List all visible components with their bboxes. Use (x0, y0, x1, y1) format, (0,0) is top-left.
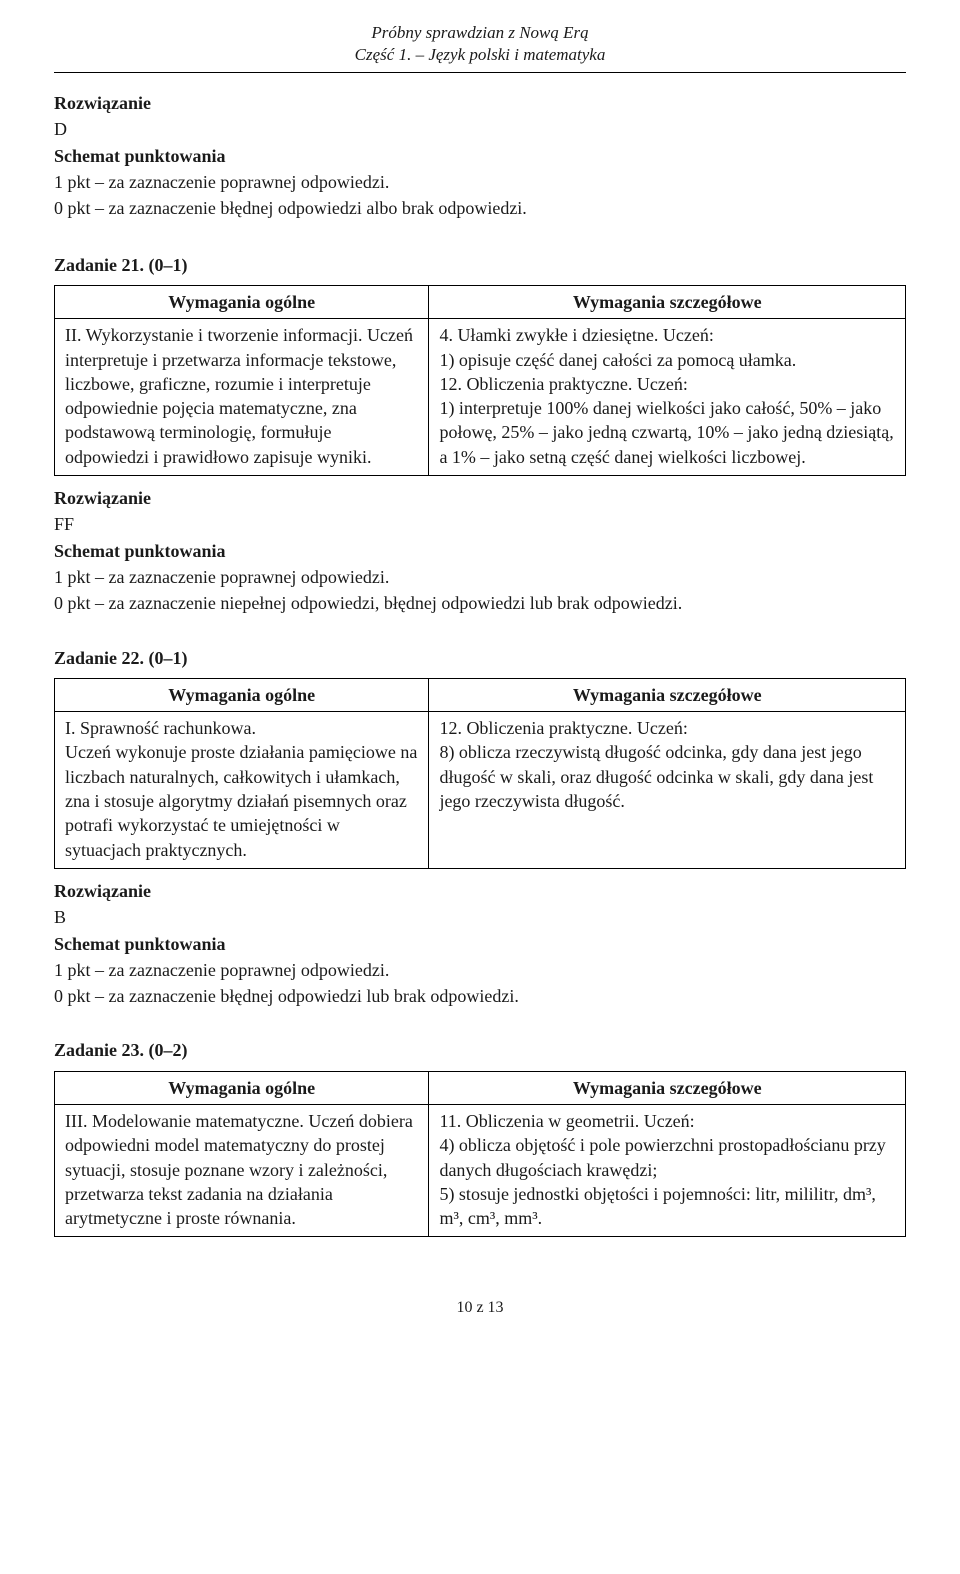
header-line1: Próbny sprawdzian z Nową Erą (54, 22, 906, 44)
solution-label: Rozwiązanie (54, 91, 906, 115)
scoring-label: Schemat punktowania (54, 144, 906, 168)
scoring-0pt: 0 pkt – za zaznaczenie błędnej odpowiedz… (54, 984, 906, 1008)
task21-title: Zadanie 21. (0–1) (54, 253, 906, 277)
task21-general: II. Wykorzystanie i tworzenie informacji… (55, 319, 429, 476)
header-line2: Część 1. – Język polski i matematyka (54, 44, 906, 66)
task23-detailed: 11. Obliczenia w geometrii. Uczeń: 4) ob… (429, 1104, 906, 1236)
th-detailed: Wymagania szczegółowe (429, 1071, 906, 1104)
scoring-label: Schemat punktowania (54, 539, 906, 563)
task23-general: III. Modelowanie matematyczne. Uczeń dob… (55, 1104, 429, 1236)
task22-table: Wymagania ogólne Wymagania szczegółowe I… (54, 678, 906, 869)
scoring-0pt: 0 pkt – za zaznaczenie błędnej odpowiedz… (54, 196, 906, 220)
solution-value: B (54, 905, 906, 929)
scoring-1pt: 1 pkt – za zaznaczenie poprawnej odpowie… (54, 565, 906, 589)
solution-value: D (54, 117, 906, 141)
task21-detailed: 4. Ułamki zwykłe i dziesiętne. Uczeń: 1)… (429, 319, 906, 476)
scoring-1pt: 1 pkt – za zaznaczenie poprawnej odpowie… (54, 170, 906, 194)
task22-solution-block: Rozwiązanie B Schemat punktowania 1 pkt … (54, 879, 906, 1008)
task22-detailed: 12. Obliczenia praktyczne. Uczeń: 8) obl… (429, 712, 906, 869)
th-detailed: Wymagania szczegółowe (429, 285, 906, 318)
running-header: Próbny sprawdzian z Nową Erą Część 1. – … (54, 22, 906, 66)
task23-table: Wymagania ogólne Wymagania szczegółowe I… (54, 1071, 906, 1238)
solution-label: Rozwiązanie (54, 486, 906, 510)
th-detailed: Wymagania szczegółowe (429, 678, 906, 711)
intro-block: Rozwiązanie D Schemat punktowania 1 pkt … (54, 91, 906, 220)
task22-title: Zadanie 22. (0–1) (54, 646, 906, 670)
solution-value: FF (54, 512, 906, 536)
header-rule (54, 72, 906, 73)
scoring-1pt: 1 pkt – za zaznaczenie poprawnej odpowie… (54, 958, 906, 982)
solution-label: Rozwiązanie (54, 879, 906, 903)
task21-solution-block: Rozwiązanie FF Schemat punktowania 1 pkt… (54, 486, 906, 615)
task22-general: I. Sprawność rachunkowa. Uczeń wykonuje … (55, 712, 429, 869)
page-footer: 10 z 13 (54, 1297, 906, 1319)
th-general: Wymagania ogólne (55, 285, 429, 318)
th-general: Wymagania ogólne (55, 1071, 429, 1104)
task21-table: Wymagania ogólne Wymagania szczegółowe I… (54, 285, 906, 476)
scoring-0pt: 0 pkt – za zaznaczenie niepełnej odpowie… (54, 591, 906, 615)
scoring-label: Schemat punktowania (54, 932, 906, 956)
task23-title: Zadanie 23. (0–2) (54, 1038, 906, 1062)
th-general: Wymagania ogólne (55, 678, 429, 711)
